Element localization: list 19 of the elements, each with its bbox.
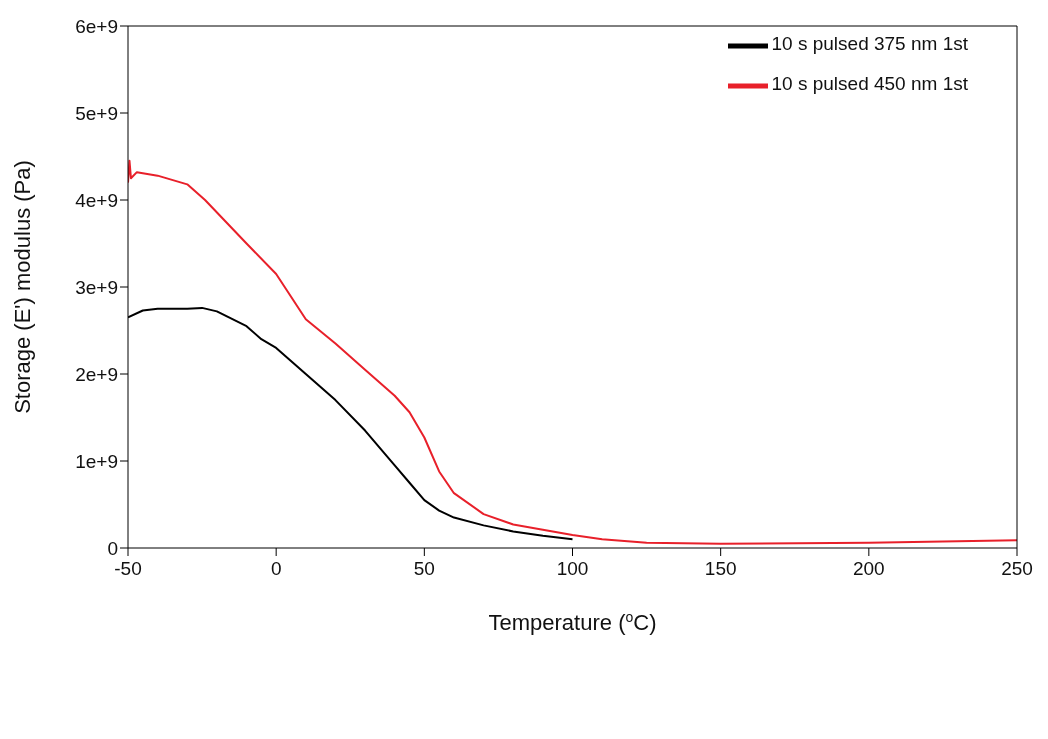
y-tick-label: 0 <box>107 537 118 559</box>
x-tick-label: 150 <box>704 558 737 580</box>
y-axis-title: Storage (E') modulus (Pa) <box>10 160 35 414</box>
x-tick-label: 0 <box>270 558 282 580</box>
y-tick-label: 6e+9 <box>75 15 118 37</box>
legend-label: 10 s pulsed 375 nm 1st <box>771 33 968 55</box>
y-tick-label: 5e+9 <box>75 102 118 124</box>
x-axis-title: Temperature ($^{o}$C) <box>488 609 657 635</box>
y-tick-label: 4e+9 <box>75 189 118 211</box>
x-tick-label: -50 <box>114 558 142 580</box>
y-tick-label: 3e+9 <box>75 276 118 298</box>
x-tick-label: 100 <box>556 558 589 580</box>
x-tick-label: 200 <box>852 558 885 580</box>
y-tick-label: 1e+9 <box>75 450 118 472</box>
x-tick-label: 50 <box>413 558 435 580</box>
legend-label: 10 s pulsed 450 nm 1st <box>771 73 968 95</box>
y-tick-label: 2e+9 <box>75 363 118 385</box>
line-series <box>128 159 1017 545</box>
x-tick-label: 250 <box>1001 558 1033 580</box>
